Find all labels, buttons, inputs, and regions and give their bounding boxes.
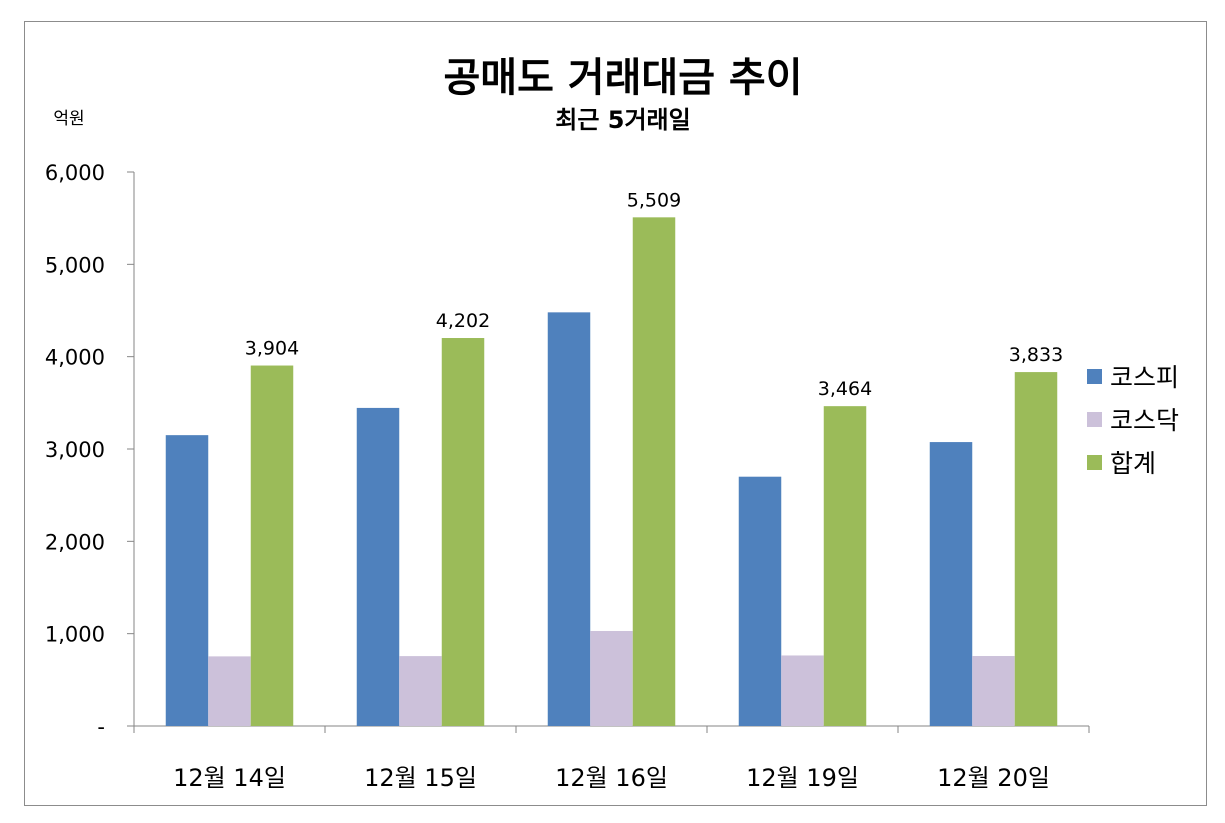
bar-2-1 (208, 656, 251, 726)
data-label: 4,202 (436, 310, 490, 332)
bar-1-4 (738, 476, 782, 726)
data-label: 3,833 (1009, 344, 1063, 366)
chart-subtitle: 최근 5거래일 (555, 106, 690, 134)
bar-2-4 (781, 655, 824, 726)
chart-title: 공매도 거래대금 추이 (443, 55, 802, 101)
y-axis-unit-label: 억원 (53, 109, 84, 129)
y-tick-label: 3,000 (45, 438, 105, 462)
y-tick-label: 2,000 (45, 530, 105, 554)
legend-label: 합계 (1110, 449, 1156, 478)
y-tick-label: 4,000 (45, 346, 105, 370)
data-label: 5,509 (627, 189, 681, 211)
plot-area: - 1,000 2,000 3,000 4,000 5,000 6,000 3,904 12월 … (45, 161, 1090, 792)
bar-2-2 (399, 656, 442, 726)
bar-2-5 (972, 656, 1015, 726)
x-tick-label: 12월 15일 (364, 764, 477, 792)
bar-1-5 (929, 442, 973, 726)
bar-3-4 (823, 406, 867, 726)
bar-1-2 (356, 407, 400, 726)
y-tick-label: 5,000 (45, 253, 105, 277)
bar-1-3 (547, 312, 591, 726)
bar-3-3 (632, 217, 676, 726)
legend-swatch (1087, 412, 1102, 427)
y-tick-label: - (97, 715, 105, 739)
legend-label: 코스피 (1110, 363, 1179, 392)
y-tick-label: 6,000 (45, 161, 105, 185)
legend-swatch (1087, 455, 1102, 470)
x-tick-label: 12월 16일 (555, 764, 668, 792)
y-tick-label: 1,000 (45, 623, 105, 647)
x-tick-label: 12월 19일 (746, 764, 859, 792)
data-label: 3,464 (818, 378, 872, 400)
data-label: 3,904 (245, 338, 299, 360)
bar-3-2 (441, 338, 485, 726)
bar-3-5 (1014, 372, 1058, 726)
bar-1-1 (165, 435, 209, 726)
x-tick-label: 12월 20일 (937, 764, 1050, 792)
bar-3-1 (250, 365, 294, 726)
bar-2-3 (590, 630, 633, 726)
legend-swatch (1087, 369, 1102, 384)
legend-label: 코스닥 (1110, 406, 1179, 435)
x-tick-label: 12월 14일 (173, 764, 286, 792)
